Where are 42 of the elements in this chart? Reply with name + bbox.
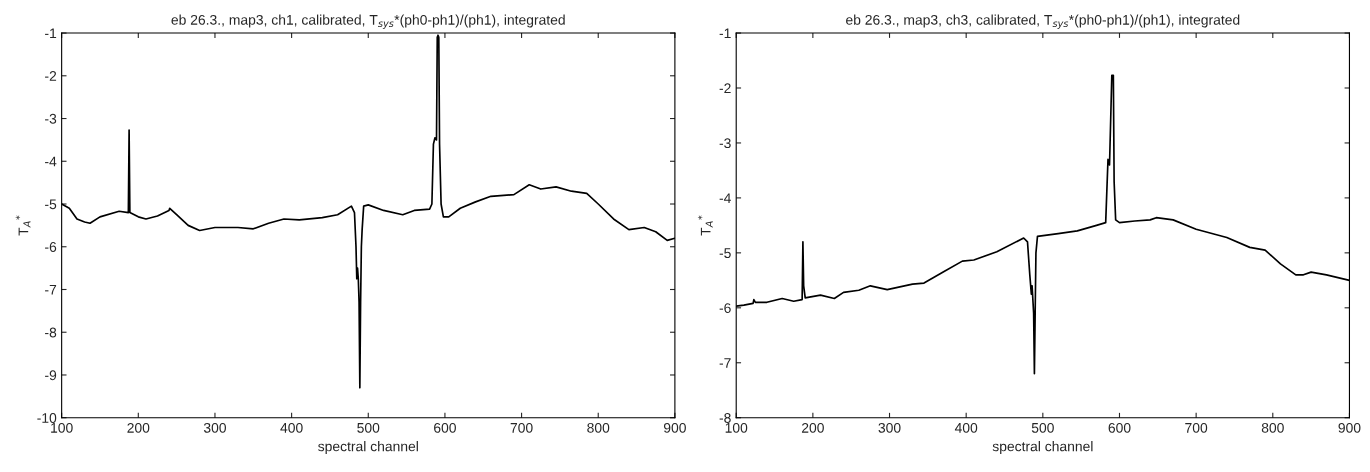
y-tick-label: -8 <box>45 327 57 338</box>
x-tick-label: 200 <box>801 422 824 433</box>
y-tick-label: -1 <box>719 28 731 39</box>
y-tick-label: -4 <box>719 193 731 203</box>
x-tick-label: 300 <box>878 422 901 433</box>
x-tick-label: 700 <box>510 422 533 433</box>
y-tick-label: -5 <box>45 199 57 210</box>
x-tick-label: 100 <box>725 422 748 433</box>
x-tick-label: 400 <box>280 422 303 433</box>
y-tick-label: -7 <box>45 284 57 295</box>
chart-title: eb 26.3., map3, ch1, calibrated, T$_{sys}$*(ph0-ph1)/(ph1), integrated <box>171 14 565 29</box>
y-tick-label: -1 <box>45 28 57 39</box>
y-tick-label: -5 <box>719 248 731 259</box>
x-tick-label: 500 <box>1031 422 1054 433</box>
y-tick-label: -6 <box>719 303 731 313</box>
y-tick-label: -3 <box>45 113 57 124</box>
x-tick-label: 300 <box>203 422 226 433</box>
y-axis-title: T$_{A}$$^{*}$ <box>15 215 31 236</box>
x-tick-label: 600 <box>1108 422 1131 433</box>
x-tick-label: 200 <box>127 422 150 433</box>
y-axis-title: T$_{A}$$^{*}$ <box>697 215 713 236</box>
x-tick-label: 800 <box>1261 422 1284 433</box>
x-tick-label: 600 <box>434 422 456 433</box>
y-tick-label: -3 <box>719 138 731 149</box>
x-tick-label: 500 <box>357 422 380 433</box>
x-tick-label: 900 <box>1338 422 1361 433</box>
y-tick-label: -2 <box>45 71 57 81</box>
y-tick-label: -9 <box>45 370 57 381</box>
x-tick-label: 400 <box>954 422 978 433</box>
x-axis-title: spectral channel <box>992 441 1093 455</box>
y-tick-label: -8 <box>719 413 731 423</box>
x-tick-label: 100 <box>51 422 73 433</box>
y-tick-label: -6 <box>45 242 57 252</box>
y-tick-label: -7 <box>719 358 731 368</box>
x-axis-title: spectral channel <box>318 441 418 455</box>
y-tick-label: -4 <box>45 156 57 167</box>
y-tick-label: -2 <box>719 83 731 94</box>
x-tick-label: 700 <box>1185 422 1208 433</box>
chart-title: eb 26.3., map3, ch3, calibrated, T$_{sys}$*(ph0-ph1)/(ph1), integrated <box>846 14 1240 29</box>
x-tick-label: 900 <box>663 422 686 433</box>
x-tick-label: 800 <box>587 422 610 433</box>
y-tick-label: -10 <box>37 413 57 423</box>
